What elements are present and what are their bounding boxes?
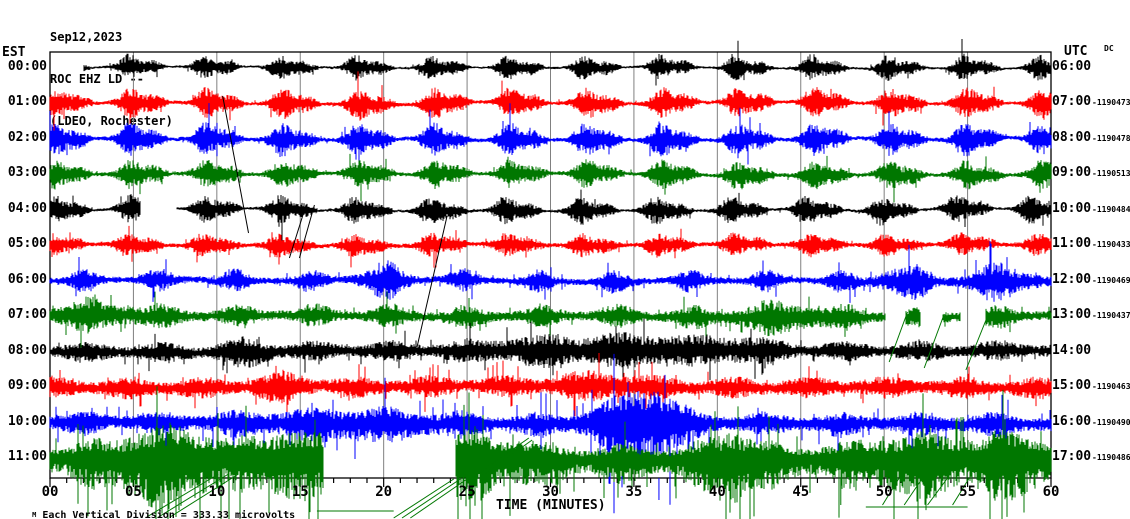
x-tick-label-35: 35	[625, 484, 643, 500]
utc-hour-label-3: 09:00	[1052, 165, 1092, 181]
offscale-line-6	[169, 473, 239, 518]
est-hour-label-8: 08:00	[7, 342, 47, 358]
offscale-line-11	[480, 439, 533, 478]
trace-row-0900	[49, 353, 1052, 421]
x-tick-label-60: 60	[1042, 484, 1060, 500]
x-tick-label-00: 00	[41, 484, 59, 500]
offscale-line-1	[288, 204, 307, 259]
utc-hour-label-2: 08:00	[1052, 129, 1092, 145]
footer-scale-text: Each Vertical Division =	[42, 510, 193, 519]
offscale-line-14	[927, 477, 948, 506]
offscale-line-15	[952, 477, 970, 506]
utc-hour-label-6: 12:00	[1052, 271, 1092, 287]
title-block: Sep12,2023 ROC EHZ LD -- (LDEO, Rocheste…	[50, 2, 173, 156]
footer-scale-value: 333.33 microvolts	[192, 510, 296, 519]
utc-hour-label-0: 06:00	[1052, 59, 1092, 74]
utc-hour-label-9: 15:00	[1052, 378, 1092, 394]
dc-value-10: -1190490	[1092, 417, 1130, 427]
utc-hour-label-10: 16:00	[1052, 413, 1092, 429]
trace-row-1000	[49, 353, 1052, 514]
offscale-line-16	[888, 311, 908, 363]
utc-hour-label-11: 17:00	[1052, 448, 1092, 464]
x-tick-label-25: 25	[458, 484, 476, 500]
dc-value-11: -1190486	[1092, 452, 1130, 462]
trace-row-0500	[49, 225, 1052, 268]
dc-value-9: -1190463	[1092, 382, 1130, 392]
est-hour-label-11: 11:00	[7, 448, 47, 464]
dc-value-2: -1190478	[1092, 133, 1130, 143]
footer-prefix-glyph: M	[32, 511, 37, 519]
x-tick-label-40: 40	[708, 484, 726, 500]
offscale-line-10	[473, 437, 530, 478]
x-tick-label-10: 10	[208, 484, 226, 500]
left-axis-title: EST	[2, 45, 26, 60]
dc-value-3: -1190513	[1092, 169, 1130, 179]
est-hour-label-5: 05:00	[7, 236, 47, 252]
offscale-line-12	[882, 477, 900, 506]
trace-row-0600	[49, 241, 1052, 303]
dc-column-label: DC	[1104, 44, 1114, 53]
dc-value-7: -1190437	[1092, 311, 1130, 321]
x-tick-label-20: 20	[375, 484, 393, 500]
title-station-code: ROC EHZ LD --	[50, 72, 144, 86]
offscale-line-4	[146, 473, 219, 518]
est-hour-label-4: 04:00	[7, 200, 47, 216]
trace-row-0300	[49, 153, 1052, 203]
trace-row-0800	[49, 318, 1052, 386]
est-hour-label-6: 06:00	[7, 271, 47, 287]
dc-value-1: -1190473	[1092, 98, 1130, 108]
est-hour-label-9: 09:00	[7, 378, 47, 394]
dc-value-6: -1190469	[1092, 275, 1130, 285]
utc-hour-label-4: 10:00	[1052, 200, 1092, 216]
offscale-line-0	[222, 95, 250, 234]
x-tick-label-30: 30	[542, 484, 559, 500]
x-tick-label-50: 50	[875, 484, 893, 500]
offscale-line-18	[965, 315, 989, 371]
offscale-line-3	[416, 215, 448, 348]
x-tick-label-45: 45	[792, 484, 810, 500]
dc-value-4: -1190484	[1092, 204, 1130, 214]
utc-hour-label-1: 07:00	[1052, 94, 1092, 110]
x-tick-label-55: 55	[959, 484, 976, 500]
utc-hour-label-8: 14:00	[1052, 342, 1092, 358]
utc-hour-label-5: 11:00	[1052, 236, 1092, 252]
right-axis-title: UTC	[1064, 44, 1088, 59]
offscale-line-7	[393, 478, 455, 519]
title-station-location: (LDEO, Rochester)	[50, 114, 173, 128]
offscale-line-8	[401, 478, 461, 519]
offscale-line-17	[923, 313, 945, 369]
est-hour-label-3: 03:00	[7, 165, 47, 181]
est-hour-label-2: 02:00	[7, 129, 47, 145]
offscale-line-9	[410, 478, 468, 519]
x-axis-title: TIME (MINUTES)	[496, 498, 606, 513]
est-hour-label-1: 01:00	[7, 94, 47, 110]
est-hour-label-0: 00:00	[7, 59, 47, 74]
scale-footer: M Each Vertical Division = 333.33 microvo…	[8, 499, 295, 519]
dc-value-5: -1190433	[1092, 240, 1130, 250]
offscale-line-5	[158, 473, 229, 518]
est-hour-label-7: 07:00	[7, 307, 47, 323]
offscale-line-13	[903, 477, 923, 506]
title-date: Sep12,2023	[50, 30, 123, 44]
trace-row-0200	[49, 103, 1052, 169]
x-tick-label-15: 15	[291, 484, 309, 500]
x-tick-label-05: 05	[124, 484, 142, 500]
utc-hour-label-7: 13:00	[1052, 307, 1092, 323]
offscale-line-2	[298, 204, 315, 259]
est-hour-label-10: 10:00	[7, 413, 47, 429]
trace-row-1100	[49, 386, 1052, 519]
trace-row-0700	[49, 291, 1052, 348]
trace-row-0400	[49, 189, 1052, 241]
trace-row-0000	[83, 39, 1052, 86]
trace-row-0100	[49, 71, 1052, 133]
